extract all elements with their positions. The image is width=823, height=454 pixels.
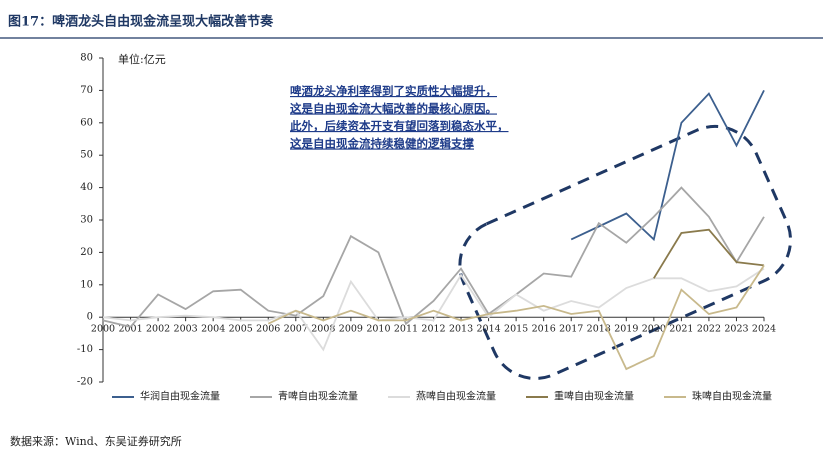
- y-tick-label: 40: [80, 182, 93, 193]
- y-tick-label: 0: [87, 312, 93, 323]
- legend-label: 重啤自由现金流量: [554, 390, 634, 403]
- x-tick-label: 2010: [366, 324, 390, 335]
- series-line: [267, 264, 765, 371]
- annotation-line: 啤酒龙头净利率得到了实质性大幅提升，: [290, 84, 497, 98]
- x-tick-label: 2015: [504, 324, 528, 335]
- y-tick-label: 60: [80, 117, 93, 128]
- x-tick-label: 2019: [614, 324, 638, 335]
- source: 数据来源：Wind、东吴证券研究所: [10, 434, 182, 448]
- series-line: [102, 267, 765, 352]
- legend-label: 珠啤自由现金流量: [692, 390, 772, 403]
- x-tick-label: 2016: [532, 324, 556, 335]
- x-tick-label: 2018: [587, 324, 611, 335]
- x-tick-label: 2007: [284, 324, 308, 335]
- y-tick-label: 20: [80, 247, 93, 258]
- annotation-line: 此外，后续资本开支有望回落到稳态水平，: [290, 119, 509, 133]
- y-tick-label: 70: [80, 85, 93, 96]
- x-tick-label: 2023: [724, 324, 748, 335]
- y-tick-label: 50: [80, 150, 93, 161]
- x-tick-label: 2012: [421, 324, 445, 335]
- y-tick-label: -20: [77, 377, 93, 388]
- series-line: [570, 89, 765, 242]
- chart-title: 图17：啤酒龙头自由现金流呈现大幅改善节奏: [8, 14, 274, 30]
- series-line: [102, 186, 765, 328]
- x-tick-label: 2024: [752, 324, 776, 335]
- x-tick-label: 2002: [146, 324, 170, 335]
- legend-label: 燕啤自由现金流量: [416, 390, 496, 403]
- x-tick-label: 2005: [229, 324, 253, 335]
- y-tick-label: 80: [80, 53, 93, 64]
- y-tick-label: -10: [77, 344, 93, 355]
- x-tick-label: 2020: [642, 324, 666, 335]
- annotation-line: 这是自由现金流大幅改善的最核心原因。: [290, 102, 497, 116]
- x-tick-label: 2022: [697, 324, 721, 335]
- x-tick-label: 2008: [311, 324, 335, 335]
- annotation-line: 这是自由现金流持续稳健的逻辑支撑: [290, 137, 474, 151]
- x-tick-label: 2021: [669, 324, 693, 335]
- annotation: 啤酒龙头净利率得到了实质性大幅提升， 这是自由现金流大幅改善的最核心原因。此外，后…: [290, 84, 509, 151]
- x-tick-label: 2000: [91, 324, 115, 335]
- x-tick-label: 2011: [394, 324, 418, 335]
- x-tick-label: 2009: [339, 324, 363, 335]
- legend-label: 华润自由现金流量: [140, 390, 220, 403]
- x-tick-label: 2003: [174, 324, 198, 335]
- series-line: [653, 228, 765, 279]
- legend-label: 青啤自由现金流量: [278, 390, 358, 403]
- y-tick-label: 10: [80, 279, 93, 290]
- x-tick-label: 2013: [449, 324, 473, 335]
- x-tick-label: 2004: [201, 324, 225, 335]
- x-tick-label: 2017: [559, 324, 583, 335]
- x-tick-label: 2001: [118, 324, 142, 335]
- x-tick-label: 2006: [256, 324, 280, 335]
- unit-label: 单位:亿元: [118, 52, 166, 66]
- highlight-box: [458, 124, 793, 380]
- y-tick-label: 30: [80, 215, 93, 226]
- x-tick-label: 2014: [476, 324, 500, 335]
